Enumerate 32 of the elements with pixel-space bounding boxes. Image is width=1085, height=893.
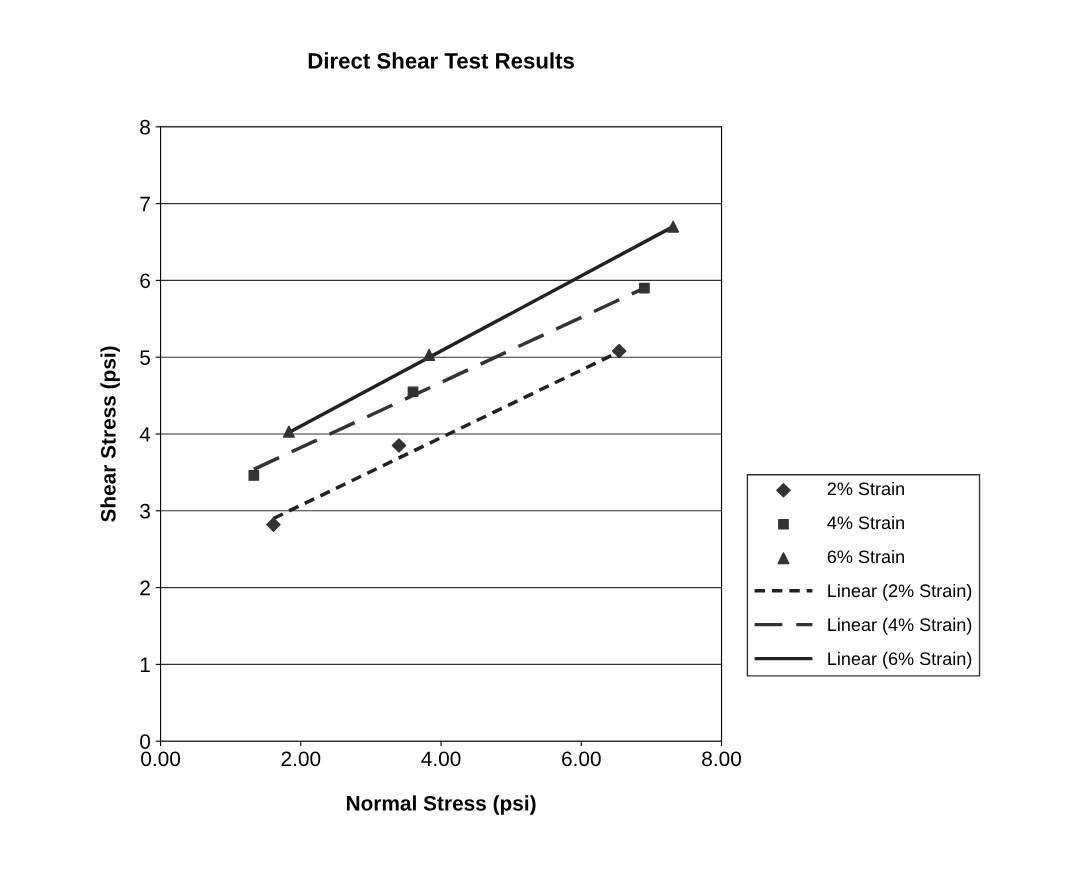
point [282,425,295,438]
point [391,438,407,453]
y-axis-title: Shear Stress (psi) [100,346,120,522]
point [639,282,650,294]
legend-label: 6% Strain [827,549,904,564]
y-tick-label: 3 [140,503,150,519]
x-axis-title: Normal Stress (psi) [346,795,536,815]
legend-label: 4% Strain [827,515,904,530]
point [266,517,281,532]
legend-label: Linear (2% Strain) [828,583,972,601]
y-tick-label: 7 [140,196,150,212]
point [667,220,680,233]
legend-label: Linear (6% Strain) [828,651,972,669]
point [423,348,436,361]
y-tick-label: 0 [140,734,151,749]
x-tick-label: 0.00 [141,751,181,767]
legend-label: Linear (4% Strain) [828,617,972,635]
legend-label: 2% Strain [827,481,904,496]
y-tick-label: 5 [140,350,150,365]
point [248,470,260,481]
x-tick-label: 2.00 [281,751,321,767]
y-tick-label: 1 [140,657,150,672]
y-tick-label: 4 [139,427,151,442]
chart-title: Direct Shear Test Results [308,52,574,69]
point [611,343,627,359]
y-tick-label: 8 [140,119,150,135]
x-tick-label: 6.00 [562,751,601,767]
x-tick-label: 4.00 [421,751,461,767]
x-tick-label: 8.00 [702,751,741,767]
y-tick-label: 6 [140,273,150,289]
y-tick-label: 2 [140,580,150,596]
point [407,386,419,398]
